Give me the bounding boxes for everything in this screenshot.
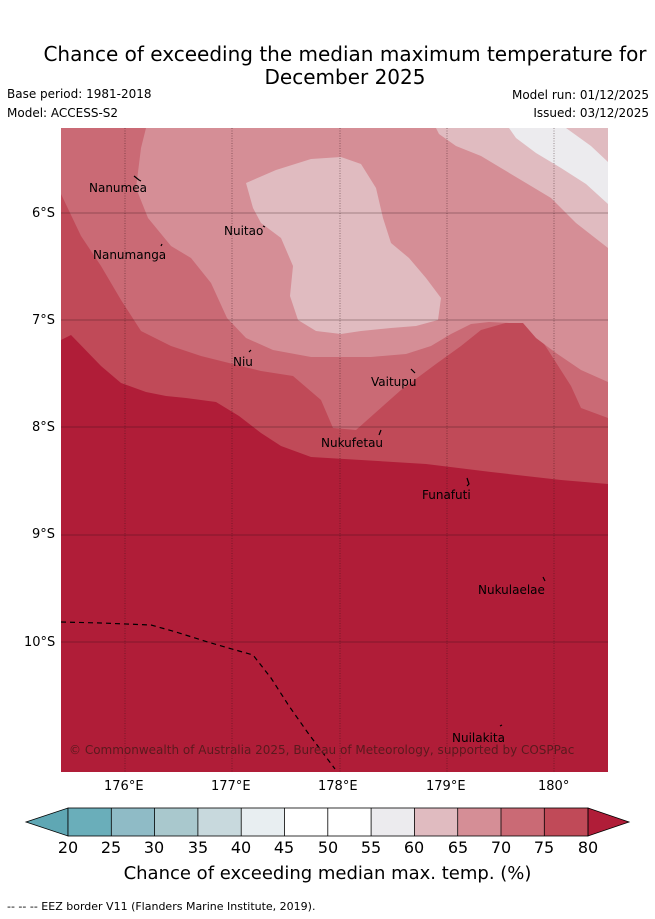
place-funafuti: Funafuti bbox=[422, 488, 471, 502]
colorbar-tick-45: 45 bbox=[273, 838, 295, 857]
colorbar-tick-60: 60 bbox=[403, 838, 425, 857]
model-name: Model: ACCESS-S2 bbox=[7, 106, 119, 120]
colorbar-bin-25-30 bbox=[111, 808, 155, 836]
island-mark-nuilakita bbox=[499, 724, 503, 727]
place-nukufetau: Nukufetau bbox=[321, 436, 383, 450]
colorbar-bin-55-60 bbox=[371, 808, 415, 836]
lat-label-10s: 10°S bbox=[24, 635, 56, 650]
colorbar-tick-75: 75 bbox=[533, 838, 555, 857]
island-mark-nukufetau bbox=[378, 429, 382, 436]
colorbar-under-arrow bbox=[24, 807, 69, 837]
colorbar-bin-70-75 bbox=[501, 808, 545, 836]
chart-title-line2: December 2025 bbox=[264, 65, 426, 89]
lat-label-6s: 6°S bbox=[32, 206, 56, 221]
lon-label-179e: 179°E bbox=[426, 779, 466, 794]
lat-label-9s: 9°S bbox=[32, 527, 56, 542]
colorbar-over-arrow bbox=[587, 807, 631, 837]
eez-border bbox=[61, 621, 336, 770]
colorbar-title: Chance of exceeding median max. temp. (%… bbox=[123, 863, 532, 884]
copyright-notice: © Commonwealth of Australia 2025, Bureau… bbox=[69, 743, 574, 757]
zone-55-60 bbox=[509, 128, 608, 204]
island-mark-nanumea bbox=[133, 175, 142, 182]
colorbar-tick-40: 40 bbox=[230, 838, 252, 857]
zone-60-65-center bbox=[246, 157, 441, 334]
colorbar-bin-60-65 bbox=[414, 808, 458, 836]
colorbar-bin-35-40 bbox=[197, 808, 242, 836]
lon-label-176e: 176°E bbox=[104, 779, 144, 794]
island-mark-nuitao bbox=[262, 225, 266, 228]
island-mark-niu bbox=[248, 349, 252, 353]
island-mark-vaitupu bbox=[410, 368, 416, 374]
base-period: Base period: 1981-2018 bbox=[7, 87, 152, 101]
lat-label-7s: 7°S bbox=[32, 313, 56, 328]
colorbar-bin-40-45 bbox=[241, 808, 285, 836]
colorbar-tick-50: 50 bbox=[317, 838, 339, 857]
place-nanumanga: Nanumanga bbox=[93, 248, 166, 262]
place-nanumea: Nanumea bbox=[89, 181, 147, 195]
colorbar-tick-20: 20 bbox=[57, 838, 79, 857]
colorbar-tick-30: 30 bbox=[143, 838, 165, 857]
island-mark-nanumanga bbox=[160, 243, 163, 247]
eez-legend-note: -- -- -- EEZ border V11 (Flanders Marine… bbox=[7, 900, 316, 913]
colorbar-bin-65-70 bbox=[457, 808, 501, 836]
colorbar-bin-75-80 bbox=[544, 808, 588, 836]
chart-title-line1: Chance of exceeding the median maximum t… bbox=[43, 42, 647, 66]
place-nuitao: Nuitao bbox=[224, 224, 263, 238]
lat-label-8s: 8°S bbox=[32, 420, 56, 435]
place-nukulaelae: Nukulaelae bbox=[478, 583, 545, 597]
colorbar-bin-20-25 bbox=[68, 808, 112, 836]
colorbar-tick-25: 25 bbox=[100, 838, 122, 857]
colorbar-tick-55: 55 bbox=[360, 838, 382, 857]
colorbar-tick-70: 70 bbox=[490, 838, 512, 857]
model-run: Model run: 01/12/2025 bbox=[511, 88, 649, 102]
place-niu: Niu bbox=[233, 355, 253, 369]
lon-label-178e: 178°E bbox=[318, 779, 358, 794]
lon-label-180: 180° bbox=[538, 779, 570, 794]
island-mark-funafuti bbox=[466, 477, 470, 487]
colorbar-tick-35: 35 bbox=[187, 838, 209, 857]
place-vaitupu: Vaitupu bbox=[371, 375, 417, 389]
colorbar-bin-50-55 bbox=[327, 808, 372, 836]
colorbar bbox=[24, 807, 631, 837]
issued-date: Issued: 03/12/2025 bbox=[533, 106, 649, 120]
lon-label-177e: 177°E bbox=[211, 779, 251, 794]
colorbar-bin-30-35 bbox=[154, 808, 198, 836]
colorbar-bin-45-50 bbox=[284, 808, 328, 836]
map-panel: Nanumea Nuitao Nanumanga Niu Vaitupu Nuk… bbox=[61, 128, 608, 772]
colorbar-tick-80: 80 bbox=[577, 838, 599, 857]
place-nuilakita: Nuilakita bbox=[452, 731, 505, 745]
colorbar-tick-65: 65 bbox=[447, 838, 469, 857]
island-mark-nukulaelae bbox=[542, 576, 546, 582]
